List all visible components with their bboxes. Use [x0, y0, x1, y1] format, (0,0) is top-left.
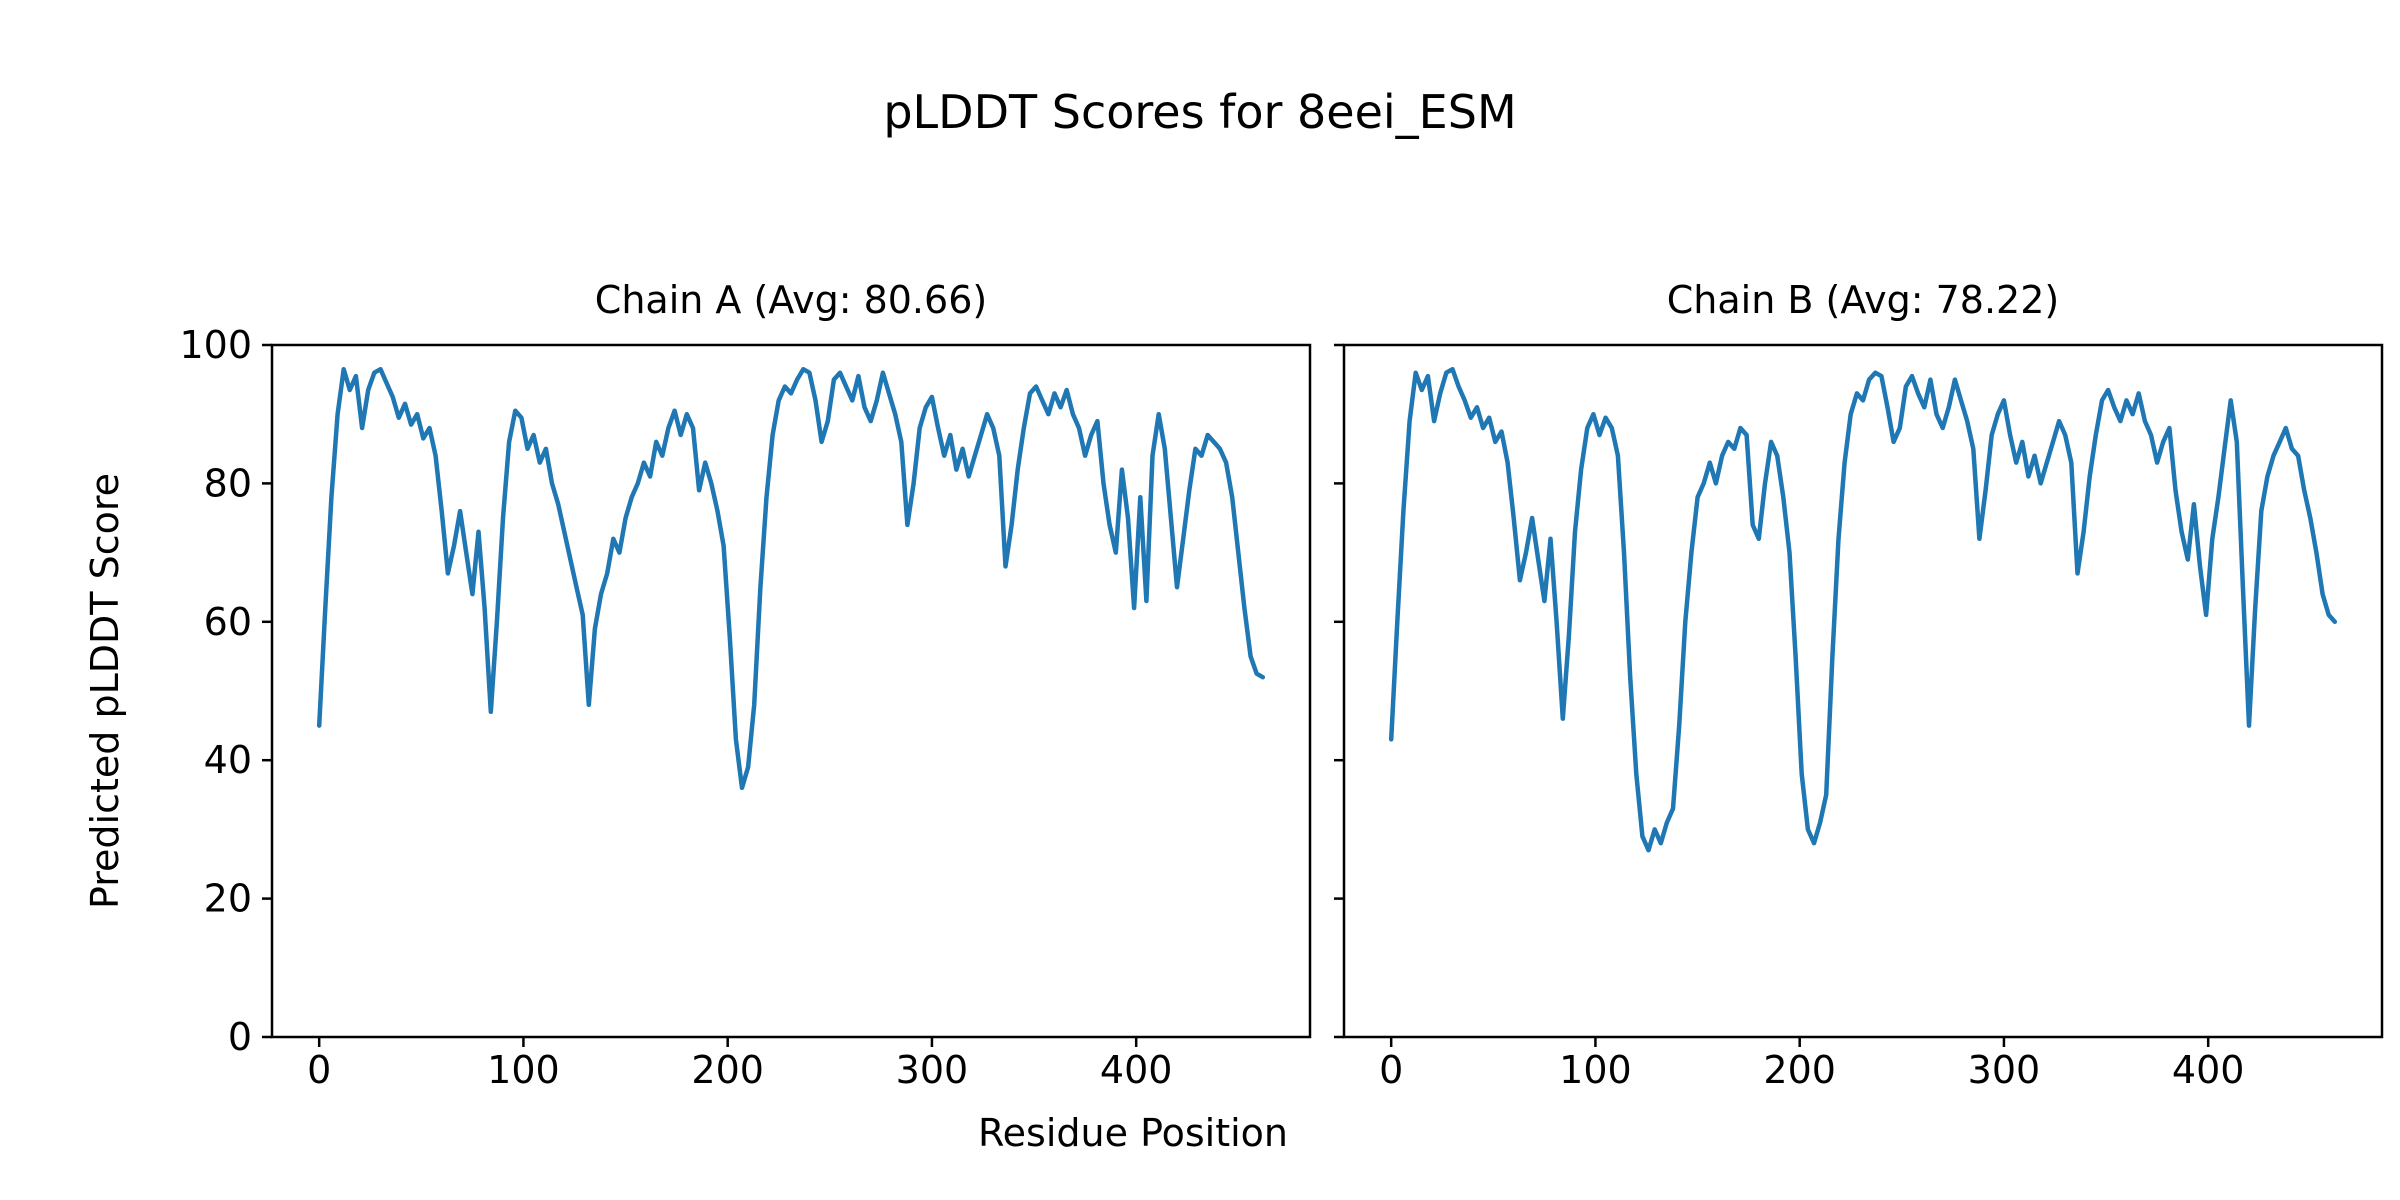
- y-axis-label: Predicted pLDDT Score: [83, 473, 127, 909]
- y-tick-label: 100: [179, 323, 252, 367]
- x-tick-label: 200: [691, 1048, 764, 1092]
- subplot-title-chain-a: Chain A (Avg: 80.66): [594, 278, 988, 322]
- plddt-line-chain-b: [1388, 366, 2338, 853]
- plddt-line-chain-a: [316, 366, 1266, 791]
- y-tick-label: 40: [204, 738, 252, 782]
- axes-spines: [1342, 343, 2384, 1039]
- x-axis-label: Residue Position: [977, 1111, 1289, 1155]
- x-tick-label: 400: [2172, 1048, 2245, 1092]
- y-tick-label: 20: [204, 877, 252, 921]
- x-tick-label: 200: [1763, 1048, 1836, 1092]
- subplot-title-chain-b: Chain B (Avg: 78.22): [1666, 278, 2060, 322]
- axes-spines: [270, 343, 1312, 1039]
- x-tick-label: 300: [1968, 1048, 2041, 1092]
- x-tick-label: 300: [896, 1048, 969, 1092]
- x-tick-label: 0: [1379, 1048, 1403, 1092]
- x-tick-label: 100: [1559, 1048, 1632, 1092]
- x-tick-label: 100: [487, 1048, 560, 1092]
- x-tick-label: 400: [1100, 1048, 1173, 1092]
- y-tick-label: 80: [204, 461, 252, 505]
- y-tick-label: 0: [228, 1015, 252, 1059]
- x-tick-label: 0: [307, 1048, 331, 1092]
- chain-b-plot: 0 100 200 300 400: [1334, 343, 2384, 1092]
- y-tick-label: 60: [204, 600, 252, 644]
- figure-title: pLDDT Scores for 8eei_ESM: [883, 85, 1517, 139]
- chain-a-plot: 0 100 200 300 400 0 20 40 60 80 100: [179, 323, 1312, 1092]
